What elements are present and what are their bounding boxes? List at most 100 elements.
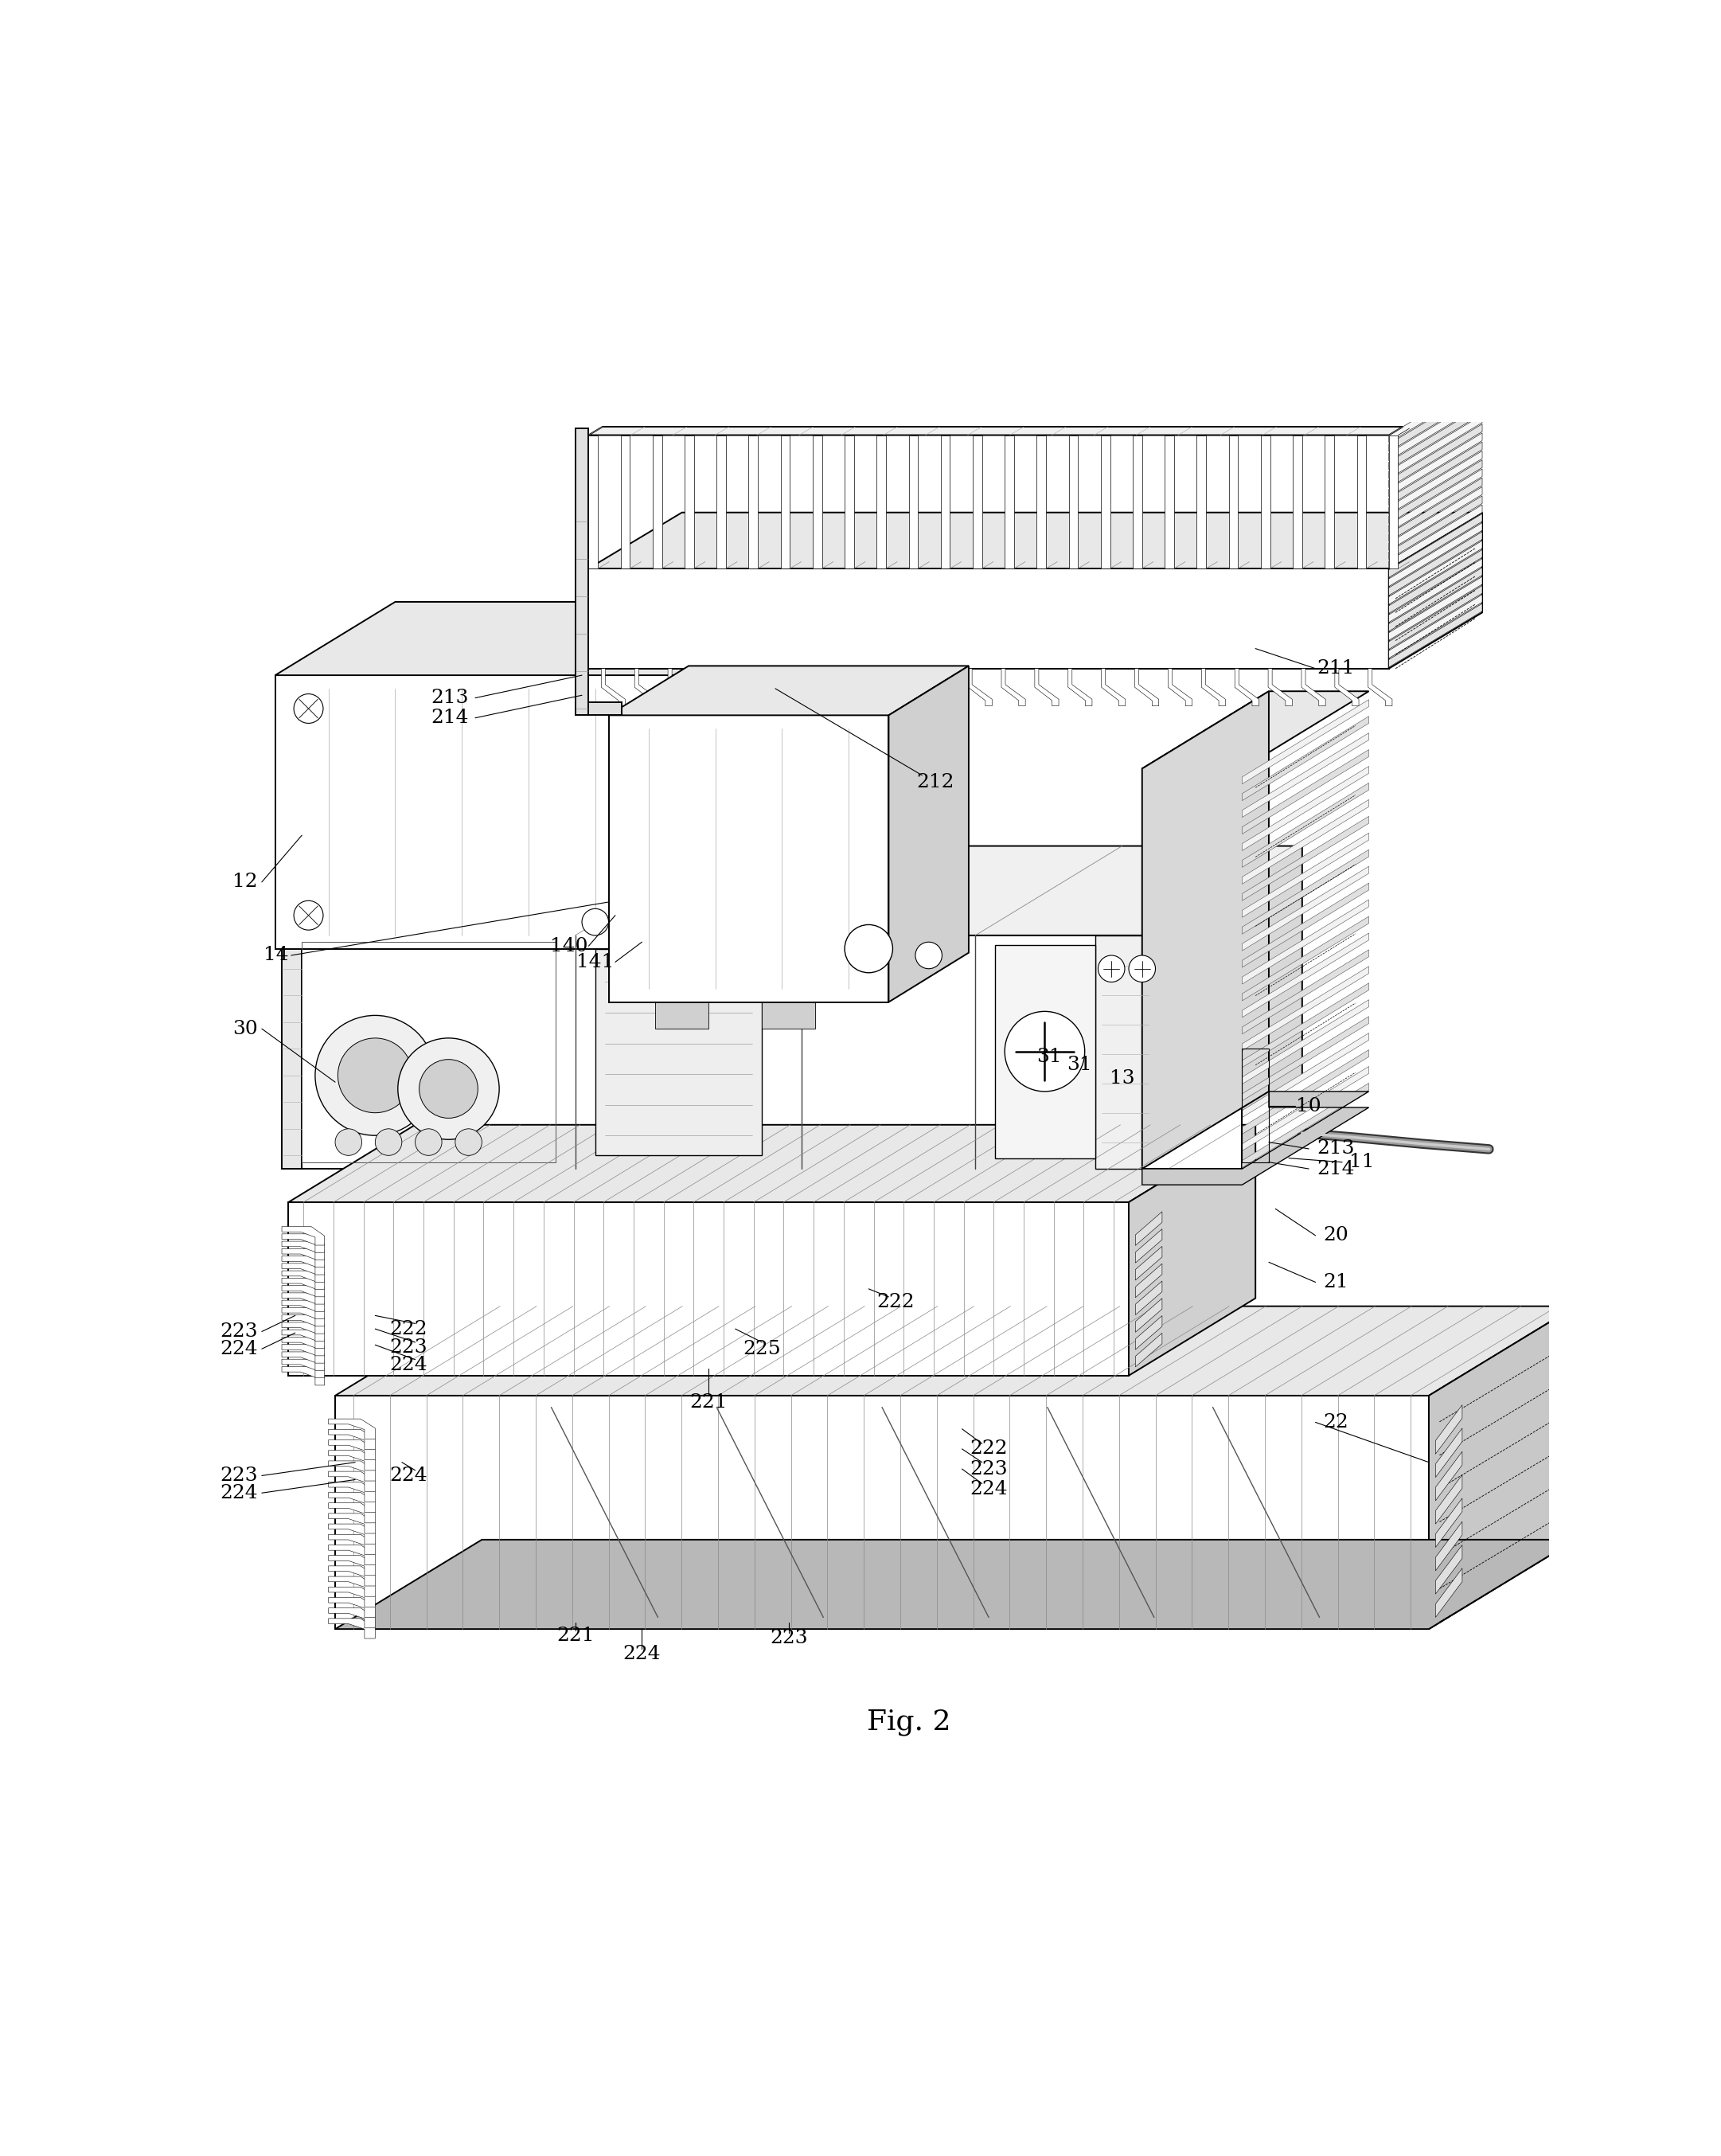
Circle shape	[916, 942, 941, 968]
Polygon shape	[1389, 513, 1482, 578]
Polygon shape	[589, 427, 1403, 436]
Polygon shape	[967, 668, 991, 705]
Polygon shape	[329, 1514, 375, 1533]
Polygon shape	[1243, 934, 1368, 1018]
Polygon shape	[1389, 388, 1482, 453]
Polygon shape	[329, 1440, 375, 1460]
Text: 224: 224	[389, 1466, 427, 1485]
Polygon shape	[282, 936, 1155, 1169]
Polygon shape	[1389, 451, 1482, 515]
Polygon shape	[1243, 1015, 1368, 1102]
Polygon shape	[282, 845, 1303, 936]
Polygon shape	[575, 429, 589, 716]
Polygon shape	[735, 668, 759, 705]
Polygon shape	[1101, 668, 1126, 705]
Polygon shape	[1368, 668, 1392, 705]
Circle shape	[1129, 955, 1155, 983]
Circle shape	[582, 908, 609, 936]
Text: 21: 21	[1323, 1272, 1348, 1291]
Polygon shape	[716, 436, 726, 569]
Circle shape	[788, 908, 816, 936]
Polygon shape	[282, 1307, 325, 1326]
Polygon shape	[282, 1300, 325, 1319]
Circle shape	[294, 694, 324, 722]
Polygon shape	[675, 602, 795, 949]
Polygon shape	[935, 668, 959, 705]
Polygon shape	[1243, 733, 1368, 817]
Polygon shape	[668, 668, 692, 705]
Polygon shape	[1389, 586, 1482, 649]
Polygon shape	[1389, 442, 1482, 507]
Polygon shape	[282, 1248, 325, 1268]
Circle shape	[337, 1037, 413, 1112]
Polygon shape	[1435, 1498, 1463, 1548]
Polygon shape	[282, 1257, 325, 1274]
Polygon shape	[282, 1294, 325, 1311]
Polygon shape	[1196, 436, 1206, 569]
Polygon shape	[781, 436, 790, 569]
Polygon shape	[768, 668, 792, 705]
Polygon shape	[1243, 966, 1368, 1050]
Polygon shape	[1136, 1298, 1162, 1332]
Polygon shape	[1243, 783, 1368, 867]
Polygon shape	[282, 1315, 325, 1335]
Polygon shape	[845, 436, 854, 569]
Polygon shape	[329, 1481, 375, 1503]
Polygon shape	[282, 1322, 325, 1341]
Text: 224: 224	[623, 1645, 661, 1664]
Polygon shape	[1435, 1451, 1463, 1501]
Polygon shape	[589, 436, 597, 569]
Polygon shape	[1129, 1125, 1256, 1376]
Polygon shape	[336, 1395, 1428, 1630]
Polygon shape	[1268, 668, 1292, 705]
Polygon shape	[1155, 845, 1303, 1169]
Polygon shape	[1036, 436, 1046, 569]
Polygon shape	[329, 1608, 375, 1628]
Polygon shape	[589, 513, 1482, 569]
Polygon shape	[329, 1546, 375, 1565]
Polygon shape	[282, 1337, 325, 1356]
Polygon shape	[589, 569, 1389, 668]
Polygon shape	[1002, 668, 1026, 705]
Polygon shape	[329, 1565, 375, 1587]
Circle shape	[420, 1059, 478, 1119]
Polygon shape	[1435, 1567, 1463, 1617]
Polygon shape	[1389, 550, 1482, 612]
Polygon shape	[1165, 436, 1174, 569]
Polygon shape	[1136, 1212, 1162, 1246]
Polygon shape	[1069, 436, 1077, 569]
Circle shape	[454, 1130, 482, 1156]
Polygon shape	[1389, 505, 1482, 569]
Text: 31: 31	[1067, 1056, 1093, 1074]
Polygon shape	[1389, 479, 1482, 541]
Polygon shape	[1292, 436, 1303, 569]
Circle shape	[375, 1130, 403, 1156]
Polygon shape	[1389, 541, 1482, 604]
Polygon shape	[1389, 576, 1482, 640]
Polygon shape	[282, 1345, 325, 1363]
Polygon shape	[1234, 668, 1258, 705]
Polygon shape	[972, 436, 983, 569]
Polygon shape	[1389, 513, 1482, 668]
Polygon shape	[329, 1576, 375, 1595]
Text: 222: 222	[389, 1319, 427, 1339]
Polygon shape	[656, 1003, 709, 1028]
Polygon shape	[1132, 436, 1143, 569]
Polygon shape	[282, 1285, 325, 1304]
Polygon shape	[1389, 522, 1482, 586]
Polygon shape	[289, 1203, 1129, 1376]
Polygon shape	[1101, 436, 1110, 569]
Polygon shape	[1389, 567, 1482, 632]
Text: 141: 141	[577, 953, 614, 970]
Circle shape	[315, 1015, 435, 1136]
Polygon shape	[329, 1587, 375, 1606]
Circle shape	[336, 1130, 361, 1156]
Polygon shape	[835, 668, 859, 705]
Polygon shape	[329, 1554, 375, 1576]
Polygon shape	[762, 1003, 816, 1028]
Polygon shape	[1389, 496, 1482, 561]
Polygon shape	[601, 668, 625, 705]
Polygon shape	[609, 666, 969, 716]
Polygon shape	[888, 666, 969, 1003]
Polygon shape	[1335, 668, 1360, 705]
